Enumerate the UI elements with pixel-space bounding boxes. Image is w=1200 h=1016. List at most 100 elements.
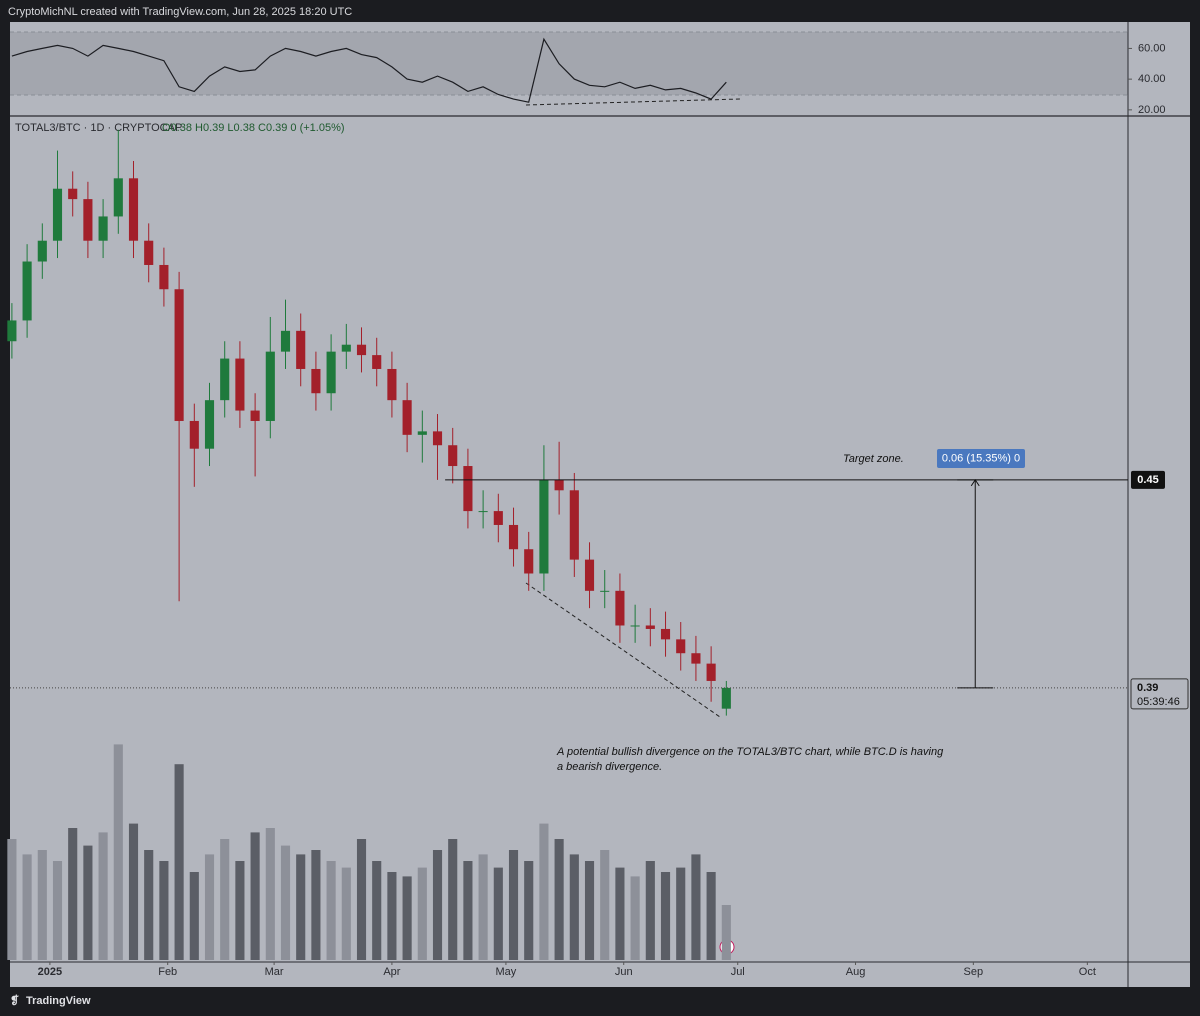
candle-body (204, 400, 215, 449)
volume-bar (584, 861, 595, 960)
symbol-legend: TOTAL3/BTC · 1D · CRYPTOCAP (15, 122, 182, 134)
volume-bar (250, 832, 260, 960)
rsi-line (11, 37, 727, 103)
rsi-divergence-line (525, 98, 741, 106)
note-line: A potential bullish divergence on the TO… (556, 746, 944, 758)
candle-body (508, 524, 519, 550)
candle-body (645, 625, 655, 629)
header: CryptoMichNL created with TradingView.co… (8, 6, 352, 18)
volume-bar (296, 854, 306, 960)
candle-body (174, 289, 184, 421)
x-tick-label: Mar (265, 966, 284, 978)
volume-bar (189, 872, 199, 960)
candle-body (128, 178, 139, 241)
countdown-label: 05:39:46 (1137, 696, 1180, 708)
footer: TradingView (26, 995, 91, 1007)
measure-box (937, 449, 1025, 468)
volume-bar (432, 850, 443, 960)
footer-logo: ❡ (10, 994, 20, 1007)
candle-body (235, 358, 245, 411)
x-tick-label: Jun (615, 966, 633, 978)
volume-bar (7, 839, 17, 960)
volume-bar (417, 867, 427, 960)
volume-bar (493, 867, 503, 960)
x-tick-label: Jul (731, 966, 745, 978)
volume-bar (326, 861, 336, 960)
volume-bar (22, 854, 32, 960)
candle-body (83, 199, 93, 241)
candle-body (220, 358, 230, 401)
volume-bar (463, 861, 473, 960)
volume-bar (539, 823, 549, 960)
rsi-band (10, 32, 1128, 95)
volume-bar (113, 744, 123, 960)
candle-body (569, 490, 579, 560)
price-label-box (1130, 678, 1189, 710)
candle-body (630, 625, 640, 627)
volume-bar (721, 905, 731, 960)
volume-bar (37, 850, 47, 960)
volume-bar (524, 861, 534, 960)
chart-background (10, 22, 1190, 987)
candle-body (250, 410, 260, 421)
volume-bar (235, 861, 245, 960)
candle-body (691, 653, 701, 664)
candle-body (113, 178, 123, 217)
x-tick-label: Aug (846, 966, 866, 978)
candle-body (387, 368, 397, 401)
volume-bar (372, 861, 382, 960)
candle-body (600, 590, 610, 592)
x-tick-label: Apr (383, 966, 400, 978)
candle-body (98, 216, 108, 241)
candle-body (52, 188, 63, 241)
candle-body (584, 559, 595, 591)
candle-body (615, 590, 625, 626)
volume-bar (478, 854, 488, 960)
measure-arrowhead (970, 478, 980, 487)
volume-bar (645, 861, 655, 960)
candle-body (539, 479, 549, 574)
price-divergence-line (525, 582, 721, 718)
candle-body (296, 330, 306, 369)
x-tick-label: Feb (158, 966, 177, 978)
rsi-tick-label: 60.00 (1138, 42, 1166, 54)
volume-bar (660, 872, 671, 960)
candle-body (37, 240, 47, 262)
x-tick-label: 2025 (38, 966, 62, 978)
candle-body (432, 431, 443, 446)
volume-bar (615, 867, 625, 960)
volume-bar (356, 839, 367, 960)
note-line: a bearish divergence. (557, 761, 662, 773)
price-label-box (1131, 470, 1165, 489)
candle-body (280, 330, 291, 352)
candle-body (660, 628, 671, 640)
candle-body (448, 445, 458, 467)
candle-body (144, 240, 154, 265)
volume-bar (174, 764, 184, 960)
candle-body (721, 687, 731, 709)
candle-body (341, 344, 351, 352)
volume-bar (402, 876, 412, 960)
last-price-label: 0.39 (1137, 682, 1158, 694)
volume-bar (676, 867, 686, 960)
volume-bar (630, 876, 640, 960)
candle-body (706, 663, 716, 681)
volume-bar (311, 850, 321, 960)
rsi-tick-label: 40.00 (1138, 73, 1166, 85)
candle-body (7, 320, 17, 342)
candle-body (159, 264, 169, 290)
volume-bar (280, 845, 291, 960)
candle-body (265, 351, 275, 421)
candle-body (326, 351, 336, 394)
volume-bar (204, 854, 215, 960)
candle-body (372, 355, 382, 369)
candle-body (68, 188, 78, 200)
candle-body (554, 479, 564, 491)
x-tick-label: Oct (1079, 966, 1096, 978)
x-tick-label: May (496, 966, 517, 978)
candle-body (311, 368, 321, 394)
volume-bar (83, 845, 93, 960)
candle-body (356, 344, 367, 356)
